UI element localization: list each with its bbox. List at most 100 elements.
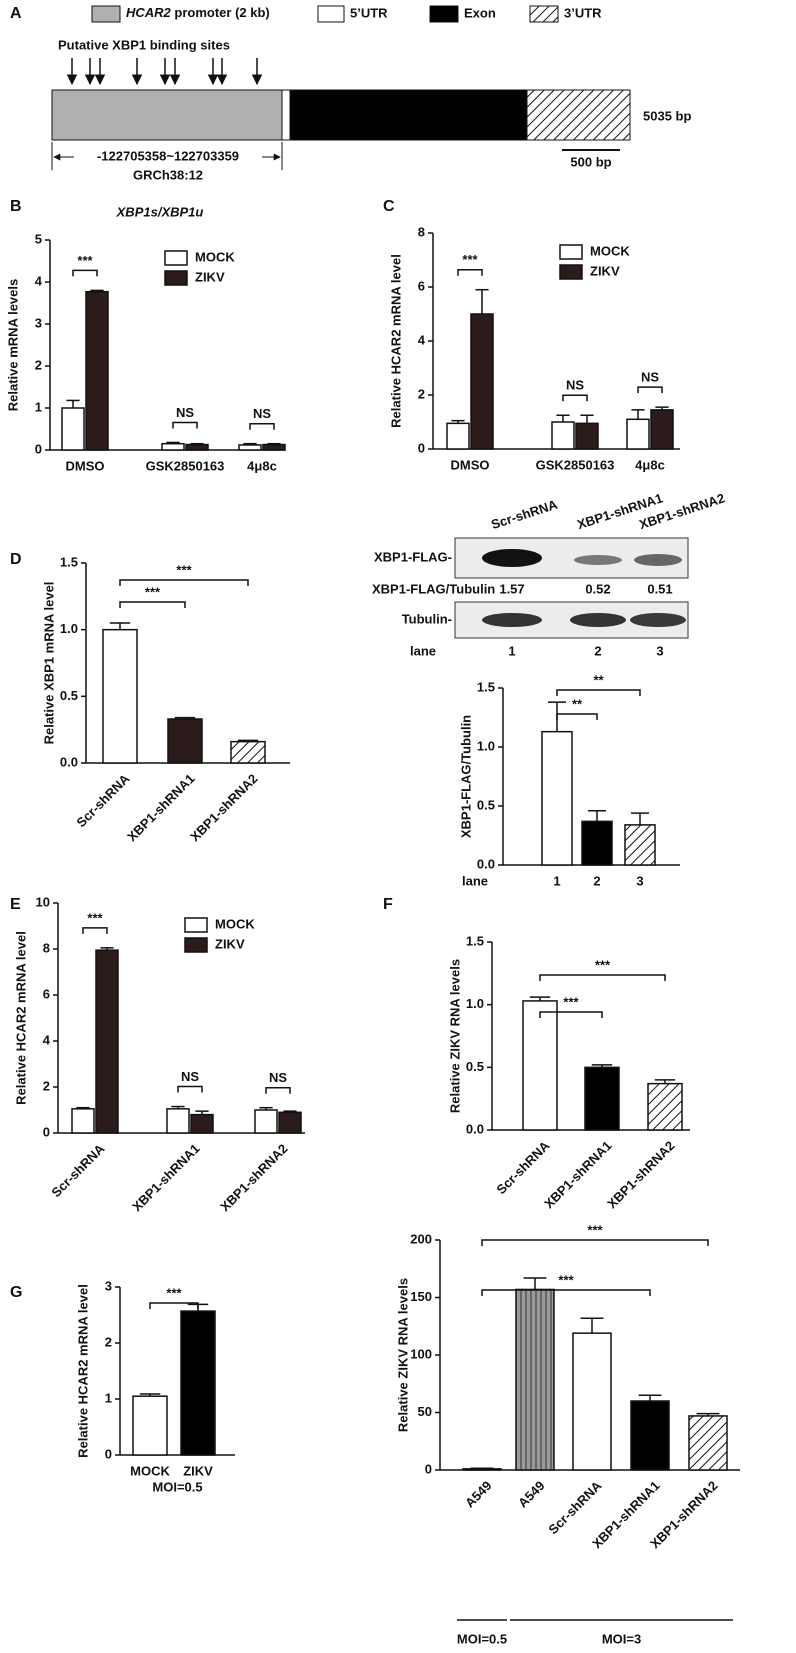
chart: Relative ZIKV RNA levels 0 50 100 150 200 A549… bbox=[395, 1222, 740, 1646]
group-label: MOI=3 bbox=[602, 1631, 641, 1646]
x-tick-label: DMSO bbox=[66, 458, 105, 473]
y-tick-label: 1 bbox=[105, 1390, 112, 1405]
significance-label: NS bbox=[641, 370, 659, 385]
x-tick-label: 4μ8c bbox=[247, 458, 277, 473]
legend-swatch bbox=[164, 270, 188, 286]
x-tick-label: ZIKV bbox=[183, 1463, 213, 1478]
y-tick-label: 0 bbox=[43, 1124, 50, 1139]
x-tick-label: 3 bbox=[636, 873, 643, 888]
bar bbox=[572, 1332, 612, 1471]
significance-bracket bbox=[172, 421, 198, 429]
western-blot: XBP1-FLAG- XBP1-FLAG/Tubulin Tubulin- la… bbox=[372, 537, 689, 658]
utr5-region bbox=[281, 89, 291, 141]
legend-label: 3’UTR bbox=[564, 5, 602, 20]
y-tick-label: 0.0 bbox=[466, 1121, 484, 1136]
significance-label: *** bbox=[587, 1222, 603, 1237]
legend-swatch bbox=[164, 250, 188, 266]
legend-label: MOCK bbox=[195, 249, 235, 264]
panel-label: B bbox=[10, 198, 22, 215]
significance-label: *** bbox=[176, 562, 192, 577]
x-tick-label: A549 bbox=[462, 1478, 495, 1511]
bar bbox=[522, 1000, 558, 1131]
significance-label: NS bbox=[176, 405, 194, 420]
blot-band bbox=[630, 613, 686, 627]
significance-label: *** bbox=[166, 1285, 182, 1300]
y-tick-label: 0.5 bbox=[477, 797, 495, 812]
y-tick-label: 0 bbox=[425, 1461, 432, 1476]
significance-label: NS bbox=[181, 1069, 199, 1084]
y-tick-label: 3 bbox=[35, 315, 42, 330]
bar bbox=[190, 1113, 214, 1134]
panel-label: C bbox=[383, 198, 395, 215]
bar bbox=[254, 1109, 278, 1134]
lane-number: 2 bbox=[594, 643, 601, 658]
significance-label: *** bbox=[87, 910, 103, 925]
y-tick-label: 0 bbox=[35, 441, 42, 456]
significance-label: ** bbox=[572, 696, 583, 711]
bar bbox=[650, 409, 674, 450]
legend-swatch bbox=[91, 5, 121, 23]
bar bbox=[166, 1108, 190, 1134]
legend-label: 5’UTR bbox=[350, 5, 388, 20]
legend-label: ZIKV bbox=[215, 936, 245, 951]
y-tick-label: 1.5 bbox=[477, 679, 495, 694]
assembly-label: GRCh38:12 bbox=[133, 167, 203, 182]
bar bbox=[624, 824, 656, 866]
significance-label: *** bbox=[595, 957, 611, 972]
lane-number: 1 bbox=[508, 643, 515, 658]
significance-bracket bbox=[481, 1289, 651, 1296]
y-tick-label: 0 bbox=[418, 440, 425, 455]
x-axis-label: MOI=0.5 bbox=[152, 1479, 202, 1494]
x-tick-label: DMSO bbox=[451, 457, 490, 472]
x-tick-label: MOCK bbox=[130, 1463, 170, 1478]
panel-label: G bbox=[10, 1284, 22, 1301]
y-tick-label: 2 bbox=[418, 386, 425, 401]
y-tick-label: 4 bbox=[43, 1032, 51, 1047]
x-tick-label: A549 bbox=[515, 1478, 548, 1511]
bar bbox=[581, 820, 613, 866]
significance-bracket bbox=[177, 1085, 203, 1093]
bar bbox=[278, 1111, 302, 1134]
bar bbox=[71, 1108, 95, 1134]
significance-bracket bbox=[539, 974, 666, 981]
significance-label: *** bbox=[563, 994, 579, 1009]
legend-swatch bbox=[559, 264, 583, 280]
bar bbox=[446, 422, 470, 450]
x-tick-label: Scr-shRNA bbox=[48, 1141, 108, 1201]
blot-band bbox=[634, 554, 682, 566]
bar bbox=[647, 1082, 683, 1131]
y-tick-label: 8 bbox=[43, 940, 50, 955]
chart: C Relative HCAR2 mRNA level 0 2 4 6 8 DMSO GSK28… bbox=[383, 198, 680, 472]
x-tick-label: 4μ8c bbox=[635, 457, 665, 472]
ratio-value: 0.52 bbox=[585, 581, 610, 596]
chart: B XBP1s/XBP1u Relative mRNA levels 0 1 2 3 4 5 DM… bbox=[5, 198, 286, 473]
bar bbox=[238, 444, 262, 451]
bar bbox=[132, 1395, 168, 1456]
y-tick-label: 6 bbox=[418, 278, 425, 293]
panel-label: E bbox=[10, 896, 21, 913]
legend-swatch bbox=[559, 244, 583, 260]
significance-label: *** bbox=[462, 252, 478, 267]
significance-bracket bbox=[72, 269, 98, 277]
bar bbox=[102, 628, 138, 764]
legend-label: MOCK bbox=[590, 243, 630, 258]
bar bbox=[161, 442, 185, 451]
bar bbox=[575, 422, 599, 450]
y-tick-label: 0.5 bbox=[466, 1059, 484, 1074]
utr3-region bbox=[526, 89, 631, 141]
y-tick-label: 2 bbox=[105, 1334, 112, 1349]
y-tick-label: 8 bbox=[418, 224, 425, 239]
bar bbox=[551, 421, 575, 450]
x-tick-label: XBP1-shRNA1 bbox=[129, 1141, 202, 1214]
bar bbox=[541, 730, 573, 866]
legend-label: ZIKV bbox=[195, 269, 225, 284]
y-tick-label: 1.5 bbox=[466, 933, 484, 948]
legend-swatch bbox=[184, 937, 208, 953]
x-tick-label: XBP1-shRNA2 bbox=[217, 1141, 290, 1214]
x-tick-label: Scr-shRNA bbox=[545, 1478, 605, 1538]
y-tick-label: 1 bbox=[35, 399, 42, 414]
chart: XBP1-FLAG/Tubulin 0.0 0.5 1.0 1.5 1 2 3 lane ** ** bbox=[458, 672, 680, 888]
legend-swatch bbox=[184, 917, 208, 933]
chart: D Relative XBP1 mRNA level 0.0 0.5 1.0 1.5 Scr… bbox=[10, 551, 290, 844]
exon-region bbox=[289, 89, 528, 141]
